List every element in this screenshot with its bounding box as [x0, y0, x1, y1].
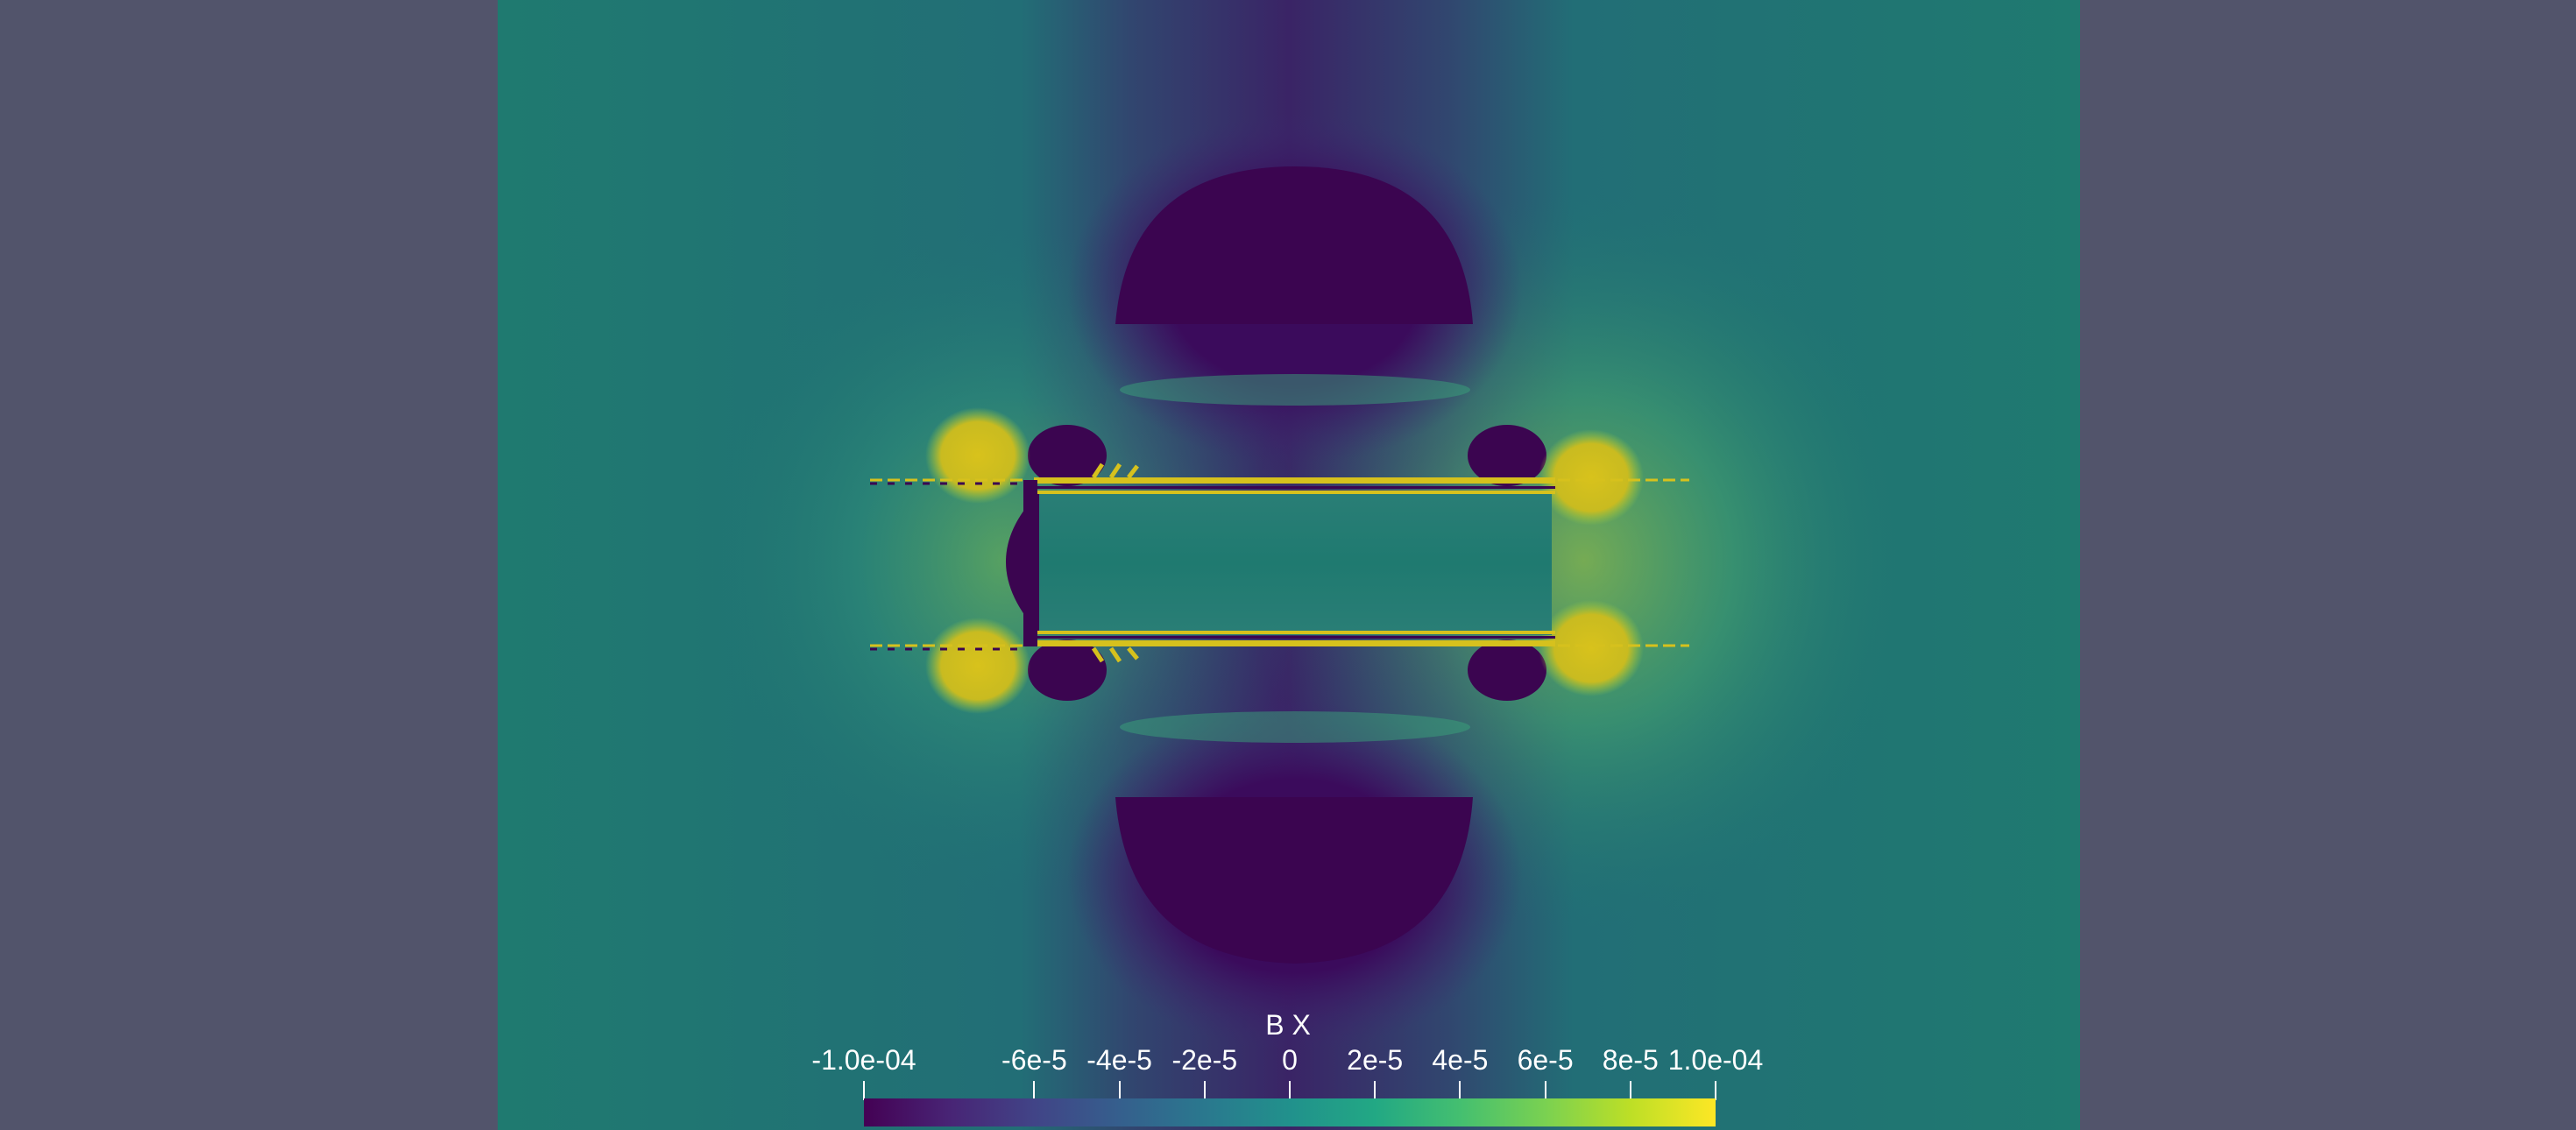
- colorbar-tick-mark: [1033, 1081, 1036, 1100]
- colorbar-tick-mark: [1715, 1081, 1716, 1100]
- colorbar-title: B X: [1265, 1009, 1311, 1041]
- field-visualization[interactable]: [498, 0, 2080, 1130]
- colorbar-tick-mark: [1289, 1081, 1291, 1100]
- colorbar-tick-mark: [1459, 1081, 1461, 1100]
- bx-field-plot: [498, 0, 2080, 1130]
- colorbar-tick-label: 8e-5: [1602, 1044, 1659, 1076]
- colorbar-tick-label: -4e-5: [1086, 1044, 1152, 1076]
- colorbar-tick-label: -2e-5: [1171, 1044, 1238, 1076]
- colorbar-tick-label: -6e-5: [1001, 1044, 1067, 1076]
- colorbar-tick-label: 1.0e-04: [1667, 1044, 1764, 1076]
- colorbar-tick-mark: [1118, 1081, 1121, 1100]
- colorbar-tick-mark: [863, 1081, 865, 1100]
- colorbar-tick-mark: [1629, 1081, 1631, 1100]
- colorbar-tick-mark: [1203, 1081, 1206, 1100]
- colorbar-tick-label: 2e-5: [1347, 1044, 1404, 1076]
- colorbar-tick-label: 0: [1282, 1044, 1298, 1076]
- colorbar-tick-label: 4e-5: [1432, 1044, 1489, 1076]
- colorbar-tick-label: 6e-5: [1517, 1044, 1574, 1076]
- colorbar-tick-mark: [1544, 1081, 1546, 1100]
- colorbar-gradient: [864, 1098, 1716, 1126]
- colorbar-tick-mark: [1374, 1081, 1376, 1100]
- colorbar-tick-label: -1.0e-04: [811, 1044, 916, 1076]
